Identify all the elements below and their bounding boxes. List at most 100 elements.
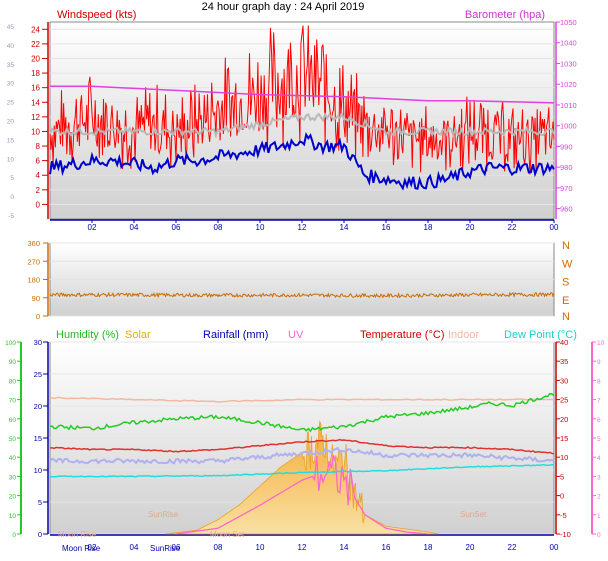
tick-label: 25: [7, 100, 15, 107]
wind-series: [49, 25, 555, 191]
tick-label: 14: [340, 543, 349, 552]
uv-tick-label: 5: [597, 436, 601, 443]
humidity-tick-label: 20: [9, 494, 17, 501]
compass-label: N: [562, 311, 570, 323]
tick-label: 0: [36, 200, 41, 209]
tick-label: 970: [560, 184, 573, 193]
indoor-line: [49, 396, 555, 403]
tick-label: 20: [31, 54, 40, 63]
tick-label: 10: [31, 127, 40, 136]
tick-label: 16: [382, 543, 391, 552]
direction-grid: [50, 242, 554, 317]
temperature-tick-label: 0: [560, 492, 564, 501]
temperature-line: [50, 438, 555, 455]
temperature-tick-label: 35: [560, 357, 568, 366]
rainfall-tick-label: 20: [34, 402, 42, 411]
tick-label: 12: [298, 543, 307, 552]
tick-label: 18: [31, 69, 40, 78]
temperature-tick-label: 30: [560, 376, 568, 385]
tick-label: 1040: [560, 39, 577, 48]
moon-rise-axis-label: Moon Rise: [62, 544, 101, 553]
apparent-line: [49, 446, 555, 465]
uv-tick-label: 0: [597, 532, 601, 539]
compass-label: S: [562, 277, 569, 289]
direction-degrees-axis: 0 90 180 270 360: [27, 239, 49, 321]
humidity-tick-label: 100: [5, 340, 16, 347]
uv-tick-label: 2: [597, 494, 601, 501]
legend-humidity: Humidity (%): [56, 329, 119, 341]
tick-label: 12: [298, 223, 307, 232]
solar-area: [165, 419, 439, 535]
tick-label: 1010: [560, 101, 577, 110]
sunrise-label: SunRise: [148, 510, 179, 519]
humidity-tick-label: 40: [9, 455, 17, 462]
temperature-tick-label: 20: [560, 415, 568, 424]
legend-rainfall: Rainfall (mm): [203, 329, 268, 341]
tick-label: 30: [7, 81, 15, 88]
temperature-tick-label: 40: [560, 338, 568, 347]
tick-label: 180: [27, 276, 40, 285]
sunset-label: SunSet: [460, 510, 487, 519]
wind-legend-windspeed: Windspeed (kts): [57, 9, 136, 21]
compass-label: E: [562, 295, 569, 307]
humidity-tick-label: 80: [9, 378, 17, 385]
humidity-tick-label: 70: [9, 398, 17, 405]
tick-label: 10: [7, 156, 15, 163]
tick-label: 16: [382, 223, 391, 232]
rainfall-tick-label: 5: [38, 498, 42, 507]
wind-panel: Windspeed (kts) Barometer (hpa) 02468101…: [7, 9, 577, 232]
uv-tick-label: 10: [597, 340, 605, 347]
humidity-tick-label: 30: [9, 474, 17, 481]
temperature-axes: 0102030405060708090100051015202530-10-50…: [5, 338, 604, 539]
moon-set-label: Moon Set: [210, 530, 245, 539]
tick-label: 20: [7, 119, 15, 126]
chart-title: 24 hour graph day : 24 April 2019: [202, 1, 365, 13]
tick-label: 24: [31, 25, 40, 34]
dew-point-line: [49, 463, 555, 478]
wind-gray-line: [49, 111, 555, 139]
legend-solar: Solar: [125, 329, 151, 341]
uv-tick-label: 9: [597, 359, 601, 366]
tick-label: 960: [560, 205, 573, 214]
uv-line: [175, 455, 429, 535]
tick-label: 18: [424, 223, 433, 232]
temperature-tick-label: -10: [560, 530, 571, 539]
temperature-tick-label: 5: [560, 472, 564, 481]
tick-label: 35: [7, 62, 15, 69]
tick-label: 8: [36, 142, 41, 151]
tick-label: 1030: [560, 59, 577, 68]
temperature-tick-label: 15: [560, 434, 568, 443]
wind-legend-barometer: Barometer (hpa): [465, 9, 545, 21]
tick-label: 4: [36, 171, 41, 180]
rainfall-tick-label: 30: [34, 338, 42, 347]
humidity-line: [49, 392, 555, 433]
tick-label: 18: [424, 543, 433, 552]
tick-label: 0: [36, 312, 40, 321]
rainfall-tick-label: 0: [38, 530, 42, 539]
windspeed-axis: 024681012141618202224-505101520253035404…: [7, 22, 49, 220]
tick-label: 5: [10, 175, 14, 182]
legend-indoor: Indoor: [448, 329, 480, 341]
humidity-tick-label: 0: [12, 532, 16, 539]
tick-label: -5: [8, 213, 14, 220]
uv-tick-label: 1: [597, 513, 601, 520]
legend-uv: UV: [288, 329, 304, 341]
rainfall-tick-label: 25: [34, 370, 42, 379]
barometer-axis: 960 970 980 990 1000 1010 1020 1030 1040 1050: [555, 18, 577, 219]
tick-label: 1050: [560, 18, 577, 27]
tick-label: 06: [172, 223, 181, 232]
temperature-panel: Humidity (%) Solar Rainfall (mm) UV Temp…: [5, 329, 604, 553]
tick-label: 20: [466, 543, 475, 552]
tick-label: 20: [466, 223, 475, 232]
tick-label: 360: [27, 239, 40, 248]
temperature-tick-label: 10: [560, 453, 568, 462]
temperature-time-axis: 02 04 06 08 10 12 14 16 18 20 22 00: [50, 534, 559, 552]
tick-label: 90: [32, 294, 40, 303]
humidity-tick-label: 10: [9, 513, 17, 520]
tick-label: 16: [31, 84, 40, 93]
tick-label: 22: [508, 543, 517, 552]
tick-label: 04: [130, 223, 139, 232]
tick-label: 12: [31, 113, 40, 122]
